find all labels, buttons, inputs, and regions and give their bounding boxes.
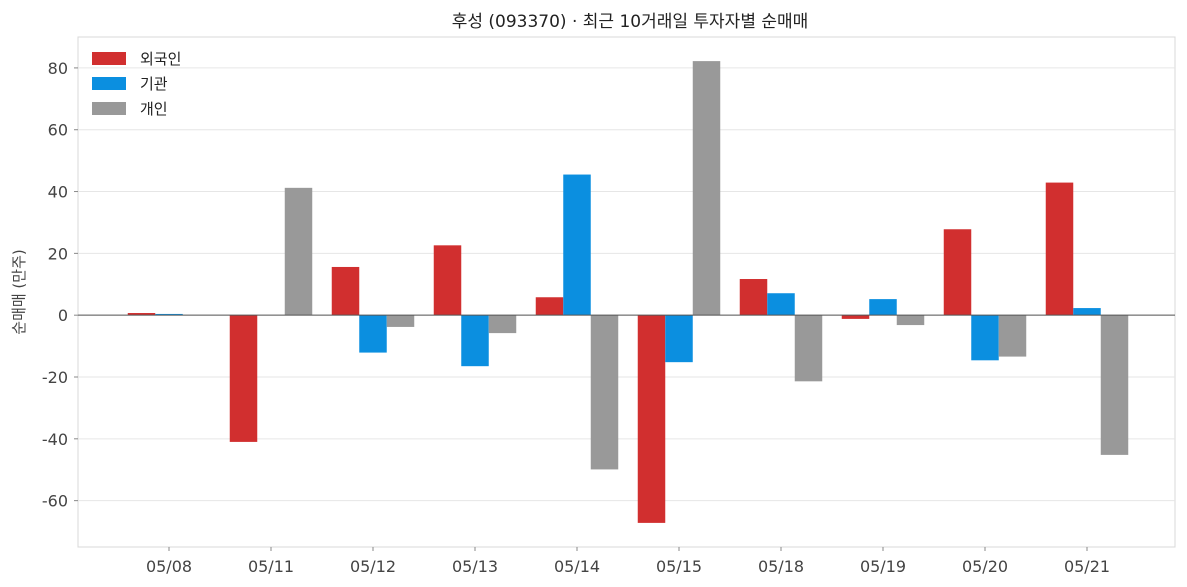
bar-기관-05/08 — [155, 313, 183, 316]
y-tick-label: -40 — [42, 430, 68, 449]
legend-swatch — [92, 77, 126, 90]
bar-개인-05/20 — [998, 315, 1027, 357]
bar-기관-05/13 — [461, 315, 489, 367]
y-tick-label: 80 — [48, 59, 68, 78]
bar-개인-05/13 — [488, 315, 517, 334]
bar-기관-05/12 — [359, 315, 387, 353]
bar-개인-05/11 — [284, 187, 313, 316]
bar-개인-05/21 — [1100, 315, 1129, 455]
bars — [127, 61, 1129, 523]
bar-외국인-05/19 — [841, 315, 870, 319]
legend-label: 개인 — [140, 100, 168, 118]
y-axis-label: 순매매 (만주) — [10, 249, 28, 334]
x-axis-ticks: 05/08 05/11 05/12 05/13 05/14 05/15 05/18 05/19… — [146, 547, 1110, 576]
y-tick-label: 20 — [48, 244, 68, 263]
x-tick-label: 05/13 — [452, 557, 498, 576]
x-tick-label: 05/15 — [656, 557, 702, 576]
bar-개인-05/19 — [896, 315, 925, 326]
legend-swatch — [92, 102, 126, 115]
y-tick-label: 60 — [48, 121, 68, 140]
bar-기관-05/20 — [971, 315, 999, 361]
plot-area — [77, 36, 1176, 548]
legend-swatch — [92, 52, 126, 65]
x-tick-label: 05/21 — [1064, 557, 1110, 576]
y-tick-label: -20 — [42, 368, 68, 387]
bar-외국인-05/18 — [739, 279, 768, 316]
bar-기관-05/18 — [767, 293, 795, 316]
bar-개인-05/18 — [794, 315, 823, 382]
bar-외국인-05/11 — [229, 315, 258, 442]
x-tick-label: 05/11 — [248, 557, 294, 576]
bar-외국인-05/20 — [943, 229, 972, 316]
y-axis-ticks: -60 -40 -20 0 20 40 60 80 — [42, 59, 78, 511]
x-tick-label: 05/20 — [962, 557, 1008, 576]
chart-title: 후성 (093370) · 최근 10거래일 투자자별 순매매 — [452, 12, 809, 32]
x-tick-label: 05/12 — [350, 557, 396, 576]
y-tick-label: 40 — [48, 183, 68, 202]
x-tick-label: 05/14 — [554, 557, 600, 576]
bar-외국인-05/13 — [433, 245, 462, 316]
bar-개인-05/12 — [386, 315, 415, 327]
bar-외국인-05/15 — [637, 315, 666, 523]
bar-외국인-05/14 — [535, 297, 564, 316]
bar-기관-05/19 — [869, 299, 897, 316]
y-tick-label: 0 — [58, 306, 68, 325]
y-tick-label: -60 — [42, 492, 68, 511]
x-tick-label: 05/18 — [758, 557, 804, 576]
bar-외국인-05/12 — [331, 266, 360, 316]
legend-label: 기관 — [140, 75, 168, 93]
bar-개인-05/15 — [692, 61, 721, 316]
bar-외국인-05/08 — [127, 313, 156, 316]
x-tick-label: 05/19 — [860, 557, 906, 576]
bar-기관-05/21 — [1073, 308, 1101, 316]
legend-label: 외국인 — [140, 50, 181, 68]
bar-기관-05/15 — [665, 315, 693, 363]
x-tick-label: 05/08 — [146, 557, 192, 576]
bar-외국인-05/21 — [1045, 182, 1074, 316]
bar-개인-05/14 — [590, 315, 619, 470]
bar-기관-05/14 — [563, 174, 591, 316]
